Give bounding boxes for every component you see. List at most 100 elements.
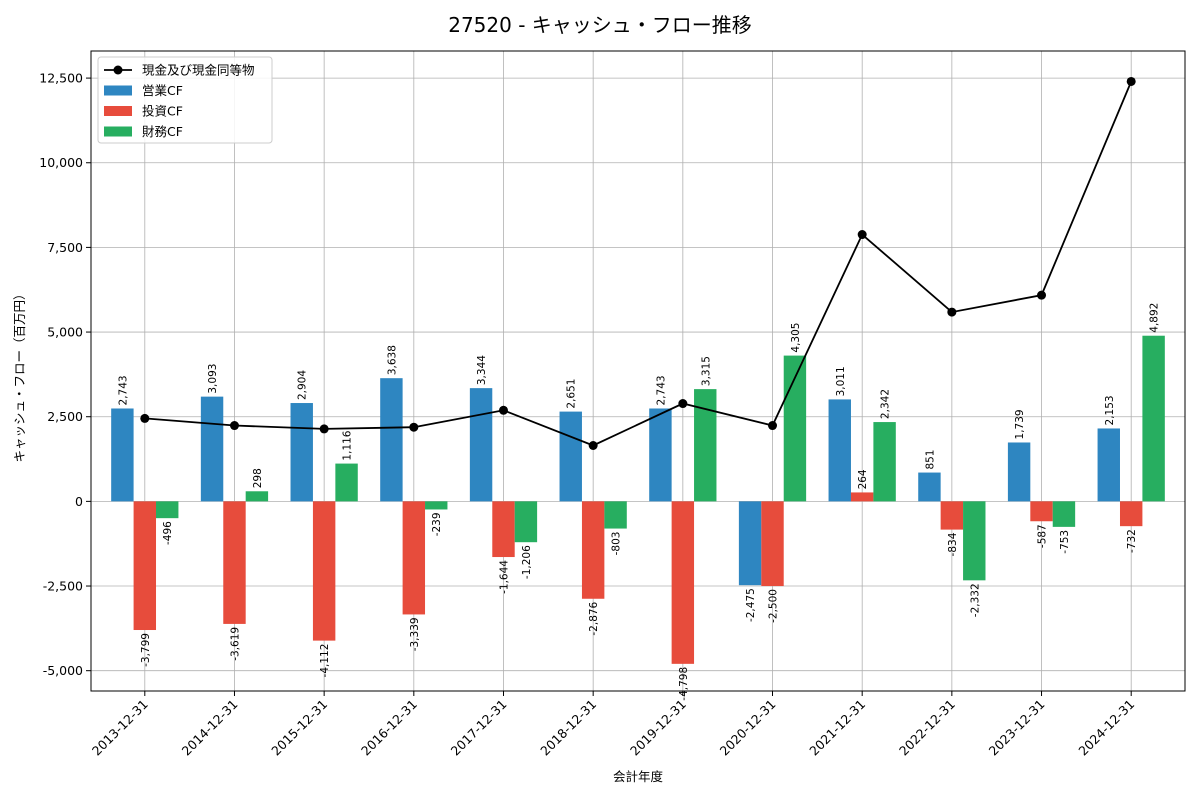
x-tick-label: 2020-12-31: [717, 697, 779, 759]
x-tick-label: 2021-12-31: [806, 697, 868, 759]
bar-value-label: -3,619: [229, 627, 241, 661]
y-tick-label: 0: [75, 494, 83, 509]
bar-value-label: -4,798: [678, 667, 690, 701]
legend-bar-swatch: [104, 106, 132, 116]
grid-layer: [91, 51, 1185, 691]
bar: [963, 501, 986, 581]
bar-value-label: -587: [1037, 524, 1049, 548]
bar: [738, 501, 762, 586]
bar: [245, 491, 269, 502]
cash-balance-point: [498, 405, 508, 415]
bar: [671, 501, 695, 664]
cash-balance-point: [1037, 290, 1047, 300]
bar-value-label: 2,743: [655, 375, 667, 405]
bar-value-label: -2,475: [745, 588, 757, 622]
y-tick-label: -2,500: [43, 579, 83, 594]
bar: [694, 389, 717, 502]
chart-title: 27520 - キャッシュ・フロー推移: [448, 13, 752, 37]
cash-balance-point: [319, 424, 329, 434]
x-tick-label: 2022-12-31: [896, 697, 958, 759]
bar-value-label: 3,315: [700, 356, 712, 386]
bar: [1142, 335, 1165, 502]
x-tick-label: 2016-12-31: [358, 697, 420, 759]
bar: [111, 408, 134, 502]
bar: [492, 501, 515, 558]
bar-value-label: -834: [947, 532, 959, 556]
bar: [649, 408, 672, 502]
bars-layer: [111, 335, 1165, 664]
cash-balance-point: [678, 399, 688, 409]
bar: [425, 501, 448, 510]
bar: [581, 501, 605, 599]
cash-balance-point: [588, 440, 598, 450]
bar: [223, 501, 246, 624]
bar-value-label: -496: [162, 521, 174, 545]
bar-value-label: -1,644: [498, 560, 510, 594]
bar-value-label: -803: [611, 532, 623, 556]
x-tick-label: 2013-12-31: [89, 697, 151, 759]
bar-value-label: 264: [857, 469, 869, 489]
x-tick-label: 2014-12-31: [179, 697, 241, 759]
bar: [604, 501, 627, 529]
bar-value-label: 1,116: [342, 430, 354, 460]
bar: [1030, 501, 1053, 522]
x-tick-label: 2018-12-31: [537, 697, 599, 759]
bar-value-label: -3,799: [140, 633, 152, 667]
cash-balance-point: [409, 422, 419, 432]
legend-bar-swatch: [104, 126, 132, 137]
bar-value-label: 298: [252, 468, 264, 488]
bar: [1097, 428, 1120, 502]
bar: [761, 501, 784, 587]
y-tick-label: 2,500: [47, 409, 83, 424]
legend-bar-swatch: [104, 85, 132, 96]
bar: [1052, 501, 1076, 527]
bar-value-label: 851: [924, 450, 936, 470]
bar-value-label: 2,651: [566, 379, 578, 409]
x-tick-label: 2024-12-31: [1075, 697, 1137, 759]
bar-value-label: 3,344: [476, 355, 488, 385]
bar-value-label: -3,339: [409, 617, 421, 651]
bar-value-label: 1,739: [1014, 409, 1026, 439]
bar-value-label: 4,892: [1149, 303, 1161, 333]
bar: [873, 422, 896, 502]
bar: [828, 399, 851, 502]
bar: [156, 501, 179, 519]
bar: [133, 501, 157, 631]
bar-value-label: -753: [1059, 530, 1071, 554]
bar: [850, 492, 874, 502]
cash-balance-point: [947, 307, 957, 317]
cash-balance-point: [140, 413, 150, 423]
bar: [918, 472, 941, 502]
plot-frame: [90, 50, 1186, 692]
cash-balance-line: [144, 81, 1133, 447]
bar-labels-layer: 2,743 3,093 2,904 3,638 3,344 2,651 2,743 -2,47…: [117, 303, 1160, 701]
y-tick-label: 5,000: [47, 325, 83, 340]
y-tick-label: 10,000: [39, 155, 83, 170]
x-tick-label: 2019-12-31: [627, 697, 689, 759]
bar: [200, 396, 224, 502]
bar: [783, 355, 807, 502]
legend-marker: [113, 65, 123, 75]
y-axis-ticks: -5,000 -2,500 0 2,500 5,000 7,500 10,000 12,500: [39, 71, 91, 678]
bar-value-label: 3,638: [386, 345, 398, 375]
cash-balance-point: [857, 230, 867, 240]
bar: [514, 501, 538, 543]
bar: [469, 388, 493, 502]
y-tick-label: 7,500: [47, 240, 83, 255]
cash-balance-point: [229, 421, 239, 431]
bar: [402, 501, 426, 615]
x-axis-ticks: 2013-12-31 2014-12-31 2015-12-31 2016-12-31…: [89, 691, 1137, 758]
bar: [380, 378, 403, 502]
legend-label: 営業CF: [142, 83, 183, 98]
bar-value-label: -2,332: [969, 583, 981, 617]
bar: [290, 403, 313, 502]
y-tick-label: 12,500: [39, 71, 83, 86]
bar-value-label: 2,904: [297, 370, 309, 400]
bar-value-label: -2,500: [768, 589, 780, 623]
x-axis-label: 会計年度: [613, 769, 664, 784]
bar-value-label: 4,305: [790, 323, 802, 353]
legend-box: [97, 56, 273, 144]
bar-value-label: -1,206: [521, 545, 533, 579]
